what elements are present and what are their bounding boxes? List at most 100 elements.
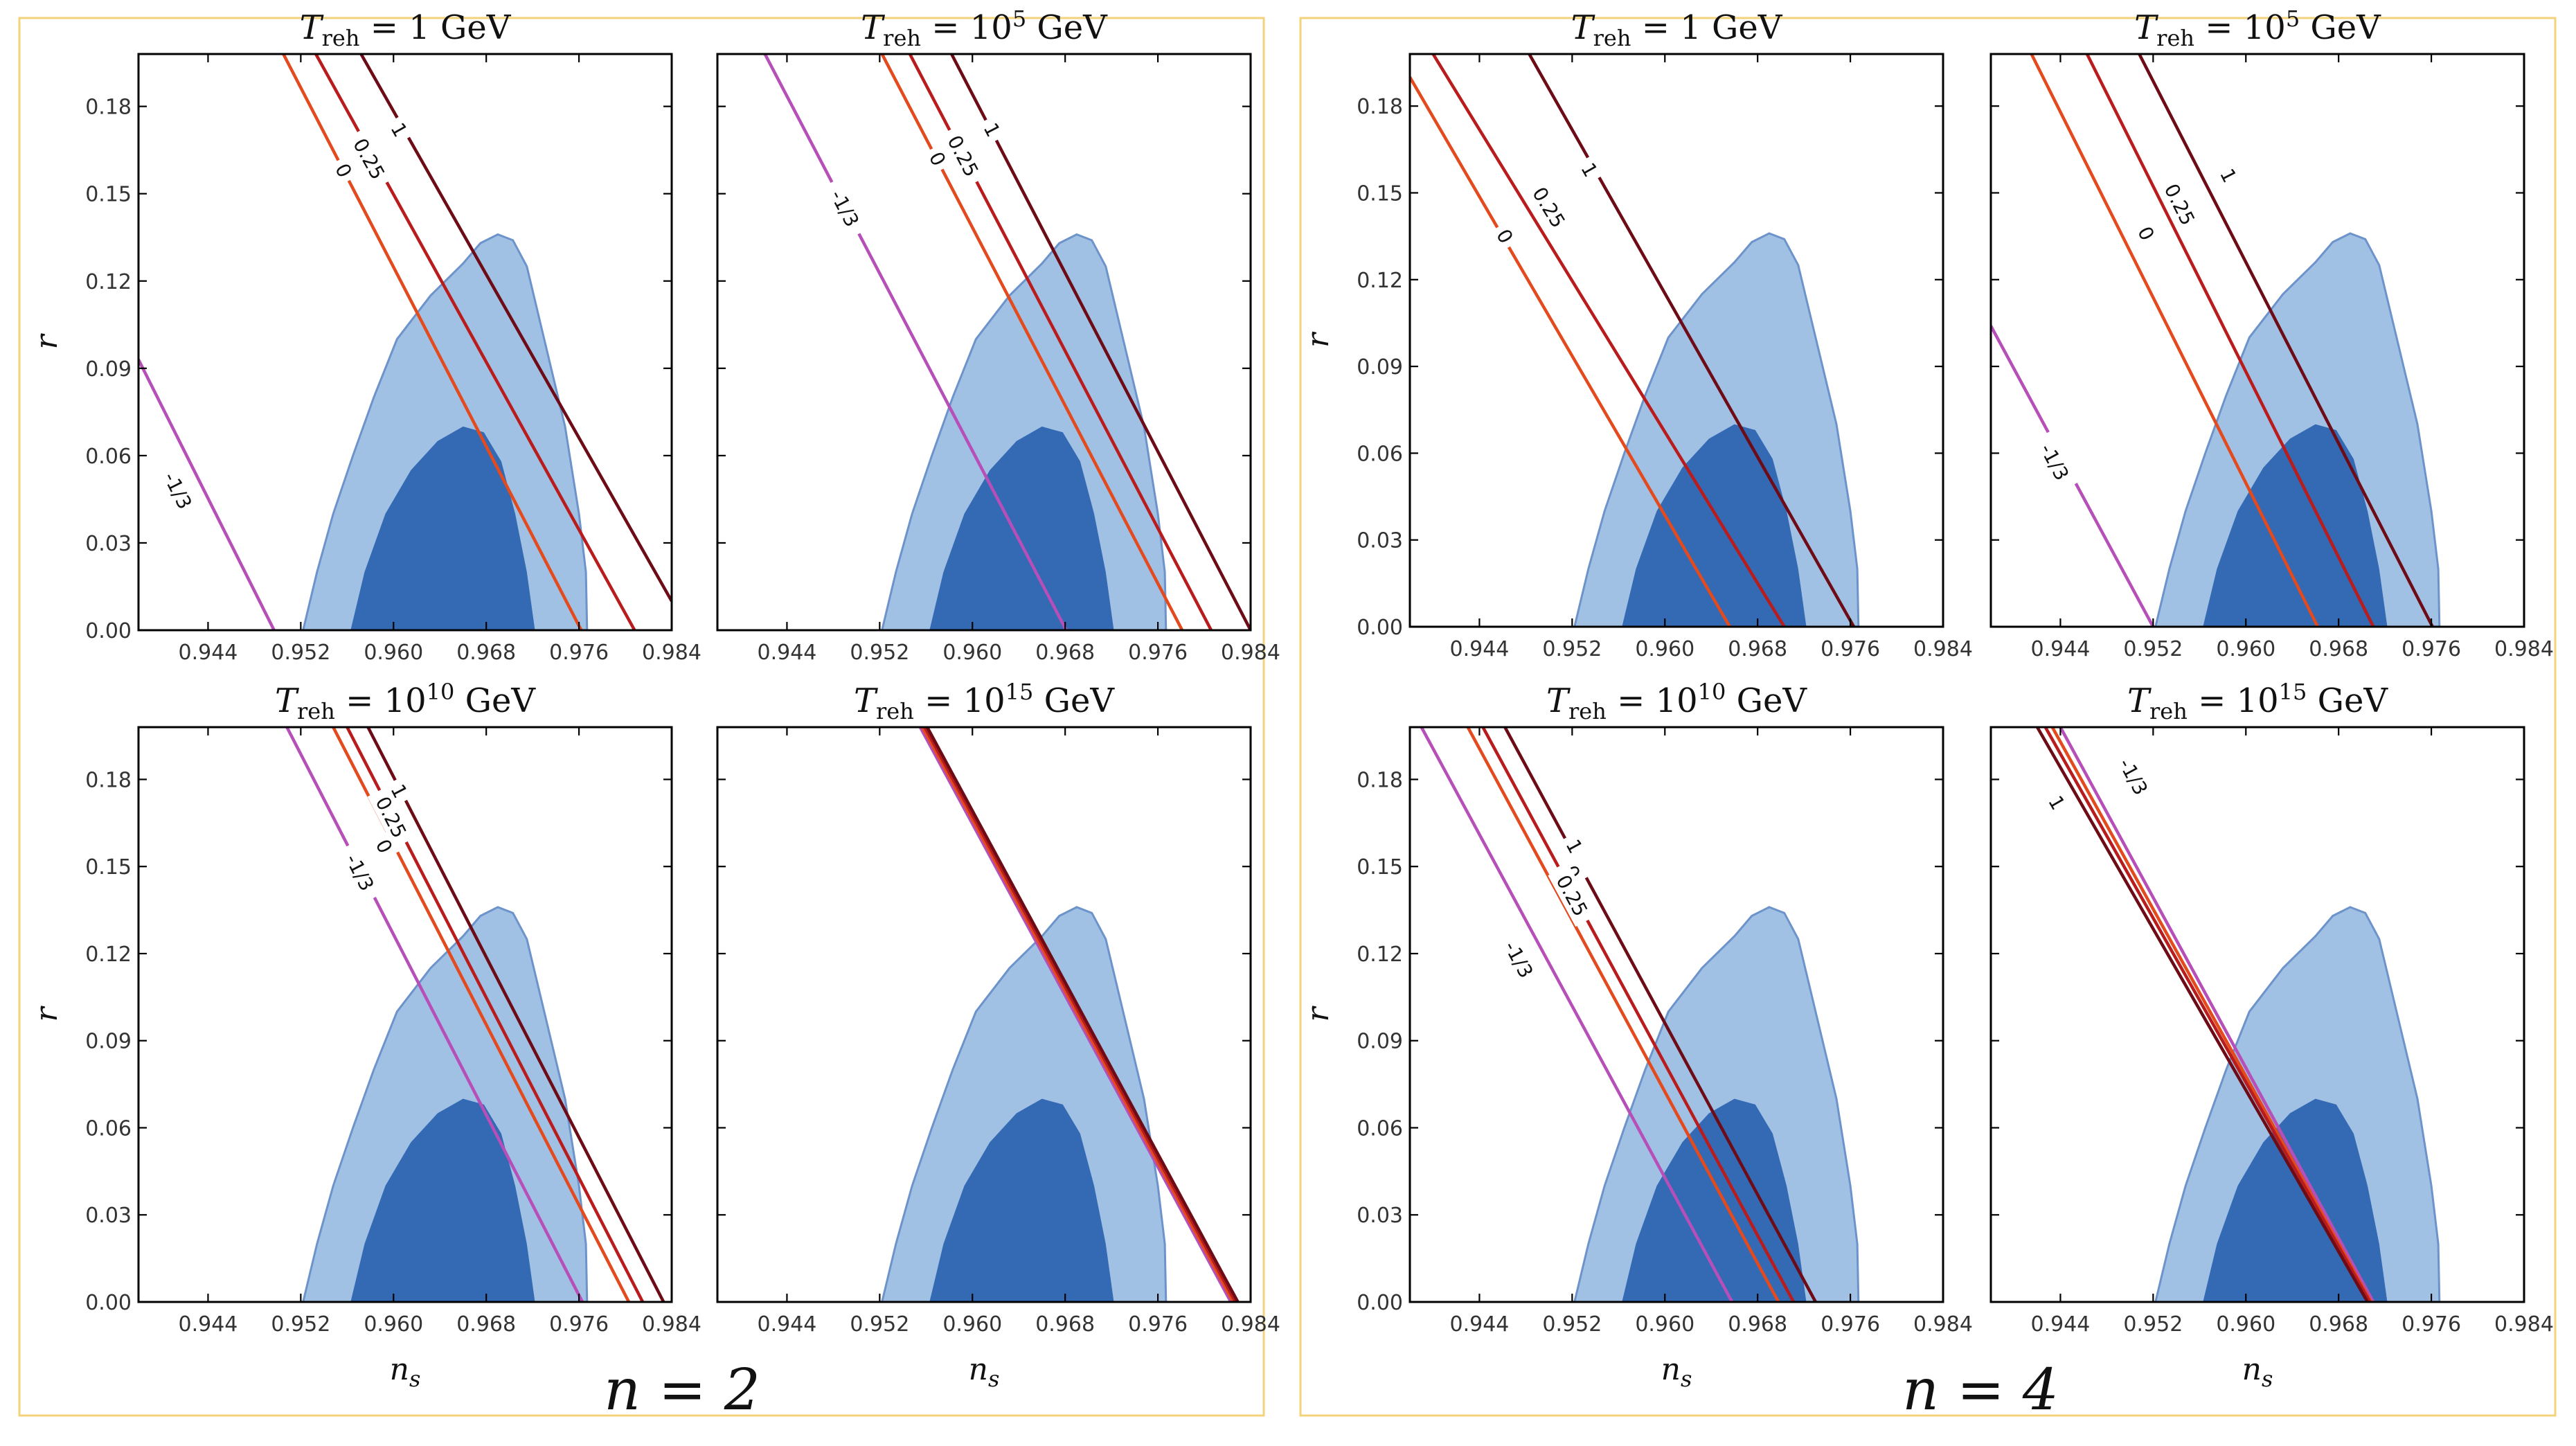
- y-tick-label: 0.09: [1357, 355, 1403, 380]
- series-line: [921, 727, 1235, 1302]
- y-tick-label: 0.09: [85, 1030, 132, 1054]
- x-tick-label: 0.968: [1035, 1312, 1095, 1337]
- x-tick-label: 0.976: [1821, 637, 1880, 661]
- plot-frame: [1408, 53, 1944, 628]
- series-line: [2050, 727, 2372, 1302]
- x-tick-label: 0.976: [549, 641, 609, 665]
- x-tick-label: 0.944: [178, 1312, 238, 1337]
- series-line: [763, 54, 1068, 630]
- series-label: 1: [383, 114, 415, 146]
- y-tick-label: 0.15: [85, 855, 132, 880]
- plot-area: -1/300.251: [1991, 54, 2441, 627]
- series-line: [1481, 727, 1796, 1302]
- y-tick-label: 0.00: [85, 1291, 132, 1315]
- series-label: 0: [1489, 220, 1521, 252]
- x-tick-label: 0.960: [2216, 637, 2275, 661]
- y-tick-label: 0.18: [85, 768, 132, 792]
- y-tick-label: 0.18: [85, 96, 132, 120]
- series-label: 0: [922, 143, 954, 175]
- series-line: [2138, 54, 2434, 627]
- panel-title: Treh = 1 GeV: [300, 8, 512, 51]
- panel-title: Treh = 105 GeV: [2134, 6, 2381, 51]
- series-line: [2036, 727, 2369, 1302]
- plot-frame: [716, 53, 1252, 632]
- panel-title: Treh = 1010 GeV: [1546, 679, 1807, 724]
- series-line: [285, 727, 584, 1302]
- x-tick-label: 0.944: [2030, 637, 2090, 661]
- region-1sigma: [2203, 424, 2388, 627]
- x-tick-label: 0.968: [2309, 637, 2368, 661]
- y-tick-label: 0.00: [1357, 616, 1403, 640]
- group-label: n = 2: [604, 1357, 760, 1423]
- x-tick-label: 0.944: [1449, 1312, 1509, 1337]
- x-tick-label: 0.976: [1821, 1312, 1880, 1337]
- plot-frame: [137, 726, 673, 1303]
- x-tick-label: 0.984: [2494, 637, 2554, 661]
- series-line: [366, 727, 665, 1302]
- x-tick-label: 0.984: [642, 1312, 701, 1337]
- y-tick-label: 0.12: [1357, 943, 1403, 967]
- x-tick-label: 0.968: [1728, 1312, 1787, 1337]
- x-tick-label: 0.984: [1913, 1312, 1973, 1337]
- y-tick-label: 0.00: [1357, 1291, 1403, 1315]
- plot-area: -1/300.251: [1420, 727, 1860, 1302]
- region-1sigma: [1622, 1098, 1807, 1302]
- x-tick-label: 0.952: [1542, 637, 1602, 661]
- x-tick-label: 0.944: [757, 1312, 816, 1337]
- y-tick-label: 0.03: [85, 532, 132, 556]
- y-tick-label: 0.06: [1357, 1116, 1403, 1141]
- plot-frame: [716, 726, 1252, 1303]
- y-tick-label: 0.15: [1357, 855, 1403, 880]
- x-tick-label: 0.984: [1913, 637, 1973, 661]
- x-tick-label: 0.952: [850, 1312, 909, 1337]
- plot-frame: [1408, 726, 1944, 1303]
- y-tick-label: 0.12: [1357, 269, 1403, 293]
- series-line: [1466, 727, 1780, 1302]
- group-frame: [1299, 17, 2557, 1417]
- x-tick-label: 0.984: [1221, 1312, 1280, 1337]
- series-label: 0: [2130, 217, 2162, 249]
- panel: 00.251 0.944 0.952 0.960 0.968 0.976 0.984 0.00…: [1300, 8, 1973, 661]
- series-line: [138, 359, 276, 630]
- x-axis-label: ns: [390, 1352, 421, 1392]
- series-label: 1: [2212, 159, 2244, 191]
- x-tick-label: 0.952: [2123, 637, 2183, 661]
- y-tick-label: 0.18: [1357, 95, 1403, 119]
- series-line: [1503, 727, 1817, 1302]
- x-tick-label: 0.960: [364, 1312, 423, 1337]
- panel-title: Treh = 1010 GeV: [275, 679, 536, 724]
- y-tick-label: 0.15: [1357, 181, 1403, 206]
- x-tick-label: 0.960: [942, 641, 1002, 665]
- region-1sigma: [1622, 424, 1807, 627]
- y-axis-label: r: [29, 1006, 64, 1022]
- series-label: 1: [383, 775, 415, 807]
- x-tick-label: 0.976: [1128, 641, 1188, 665]
- y-axis-label: r: [1300, 1006, 1336, 1022]
- y-tick-label: 0.00: [85, 619, 132, 643]
- x-tick-label: 0.960: [1635, 1312, 1694, 1337]
- x-axis-label: ns: [1661, 1352, 1692, 1392]
- series-line: [282, 54, 583, 630]
- group-label: n = 4: [1902, 1357, 2059, 1423]
- panel-title: Treh = 1015 GeV: [2127, 679, 2388, 724]
- series-line: [2059, 727, 2375, 1302]
- x-tick-label: 0.952: [850, 641, 909, 665]
- x-tick-label: 0.968: [1035, 641, 1095, 665]
- y-tick-label: 0.06: [85, 1116, 132, 1141]
- series-label: 1: [1573, 154, 1606, 186]
- y-tick-label: 0.12: [85, 270, 132, 294]
- panel-title: Treh = 1015 GeV: [854, 679, 1115, 724]
- y-tick-label: 0.09: [85, 357, 132, 382]
- x-axis-label: ns: [969, 1352, 1000, 1392]
- x-tick-label: 0.944: [178, 641, 238, 665]
- series-line: [926, 727, 1240, 1302]
- y-tick-label: 0.18: [1357, 768, 1403, 792]
- x-tick-label: 0.984: [1221, 641, 1280, 665]
- x-tick-label: 0.976: [2401, 1312, 2461, 1337]
- x-tick-label: 0.944: [1449, 637, 1509, 661]
- y-tick-label: 0.12: [85, 943, 132, 967]
- series-label: 1: [976, 114, 1008, 145]
